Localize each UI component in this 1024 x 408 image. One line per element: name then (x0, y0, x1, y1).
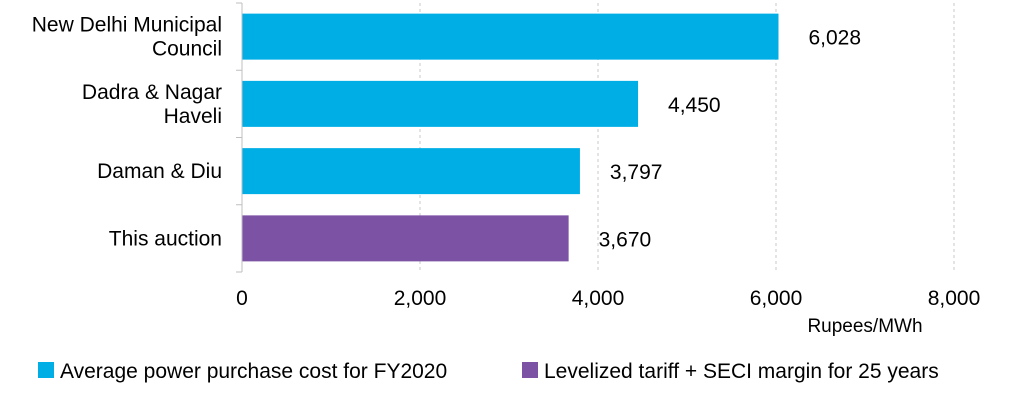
x-axis-title: Rupees/MWh (807, 316, 922, 337)
data-label: 3,797 (610, 161, 663, 184)
x-tick-label: 0 (236, 287, 248, 310)
x-tick-label: 8,000 (928, 287, 981, 310)
legend: Average power purchase cost for FY2020 Le… (38, 360, 939, 383)
bar (242, 13, 779, 60)
category-label: New Delhi Municipal (32, 14, 222, 37)
x-tick-label: 6,000 (750, 287, 803, 310)
category-label: This auction (109, 227, 222, 250)
legend-swatch (38, 362, 54, 378)
category-label: Daman & Diu (97, 160, 222, 183)
legend-swatch (522, 362, 538, 378)
data-label: 4,450 (668, 94, 721, 117)
category-label: Haveli (164, 105, 222, 128)
data-label: 6,028 (808, 27, 861, 50)
x-tick-label: 2,000 (394, 287, 447, 310)
bar (242, 215, 569, 262)
bar (242, 148, 580, 195)
bars (242, 13, 779, 262)
axes (236, 2, 243, 273)
bar (242, 80, 639, 127)
category-label: Dadra & Nagar (82, 81, 222, 104)
category-label: Council (152, 38, 222, 61)
labels: 0 2,000 4,000 6,000 8,000 6,028 New Delhi Muni… (32, 14, 981, 310)
x-tick-label: 4,000 (572, 287, 625, 310)
legend-label: Average power purchase cost for FY2020 (60, 360, 447, 383)
legend-label: Levelized tariff + SECI margin for 25 ye… (544, 360, 939, 383)
data-label: 3,670 (599, 228, 652, 251)
